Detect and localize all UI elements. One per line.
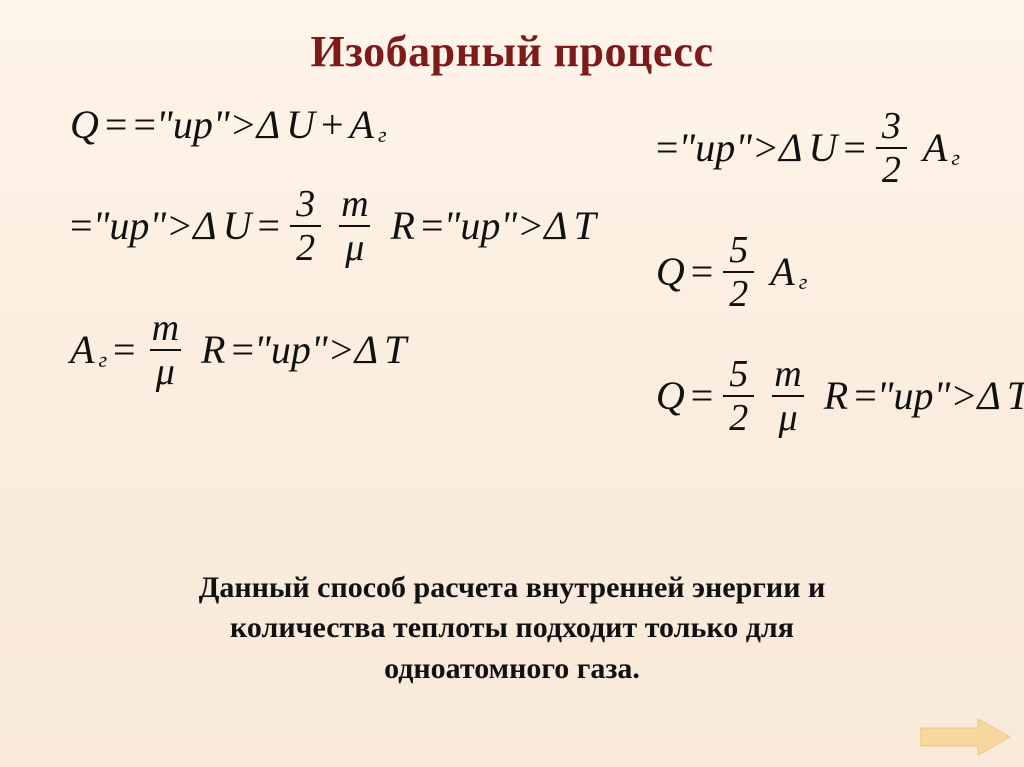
equation: ="up">ΔU = 32mμ R="up">ΔT bbox=[70, 183, 596, 269]
caption-line: количества теплоты подходит только для bbox=[230, 611, 794, 644]
equation: Aг = mμ R="up">ΔT bbox=[70, 307, 596, 393]
slide-title: Изобарный процесс bbox=[0, 0, 1024, 77]
equation: Q = 52 Aг bbox=[656, 229, 1024, 315]
equation: Q = ="up">ΔU + Aг bbox=[70, 105, 596, 145]
next-arrow-icon[interactable] bbox=[920, 719, 1010, 755]
caption-text: Данный способ расчета внутренней энергии… bbox=[0, 568, 1024, 690]
equation: ="up">ΔU = 32 Aг bbox=[656, 105, 1024, 191]
caption-line: Данный способ расчета внутренней энергии… bbox=[199, 571, 826, 604]
equations-right-column: ="up">ΔU = 32 Aг Q = 52 Aг Q = 52mμ R="up"… bbox=[656, 105, 1024, 439]
equations-left-column: Q = ="up">ΔU + Aг ="up">ΔU = 32mμ R="up">… bbox=[70, 105, 596, 439]
equations-area: Q = ="up">ΔU + Aг ="up">ΔU = 32mμ R="up">… bbox=[0, 77, 1024, 439]
caption-line: одноатомного газа. bbox=[384, 652, 640, 685]
equation: Q = 52mμ R="up">ΔT bbox=[656, 353, 1024, 439]
